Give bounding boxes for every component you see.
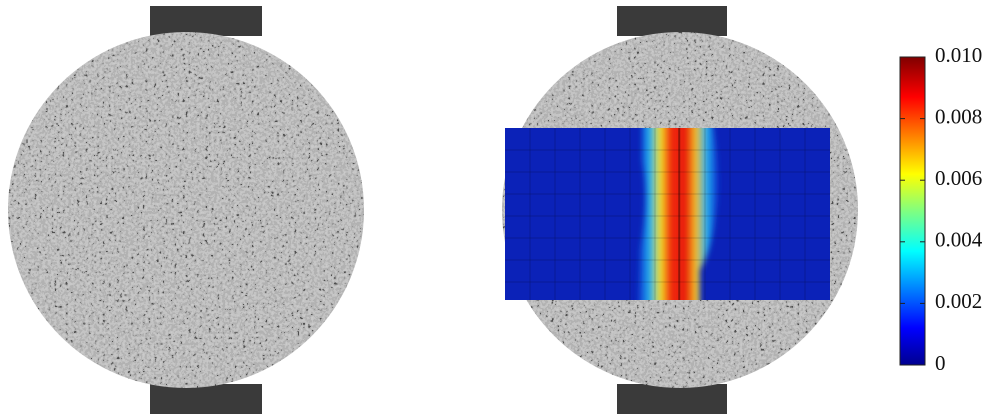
left-specimen bbox=[8, 6, 364, 414]
strain-overlay bbox=[505, 120, 830, 310]
tick-label: 0.008 bbox=[935, 104, 982, 128]
tick-label: 0.010 bbox=[935, 43, 982, 67]
tick-label: 0.004 bbox=[935, 228, 983, 252]
tick-label: 0.006 bbox=[935, 166, 982, 190]
tick-label: 0 bbox=[935, 351, 946, 375]
figure: 0 0.002 0.004 0.006 0.008 0.010 bbox=[0, 0, 997, 420]
colorbar bbox=[900, 57, 925, 365]
tick-label: 0.002 bbox=[935, 289, 982, 313]
